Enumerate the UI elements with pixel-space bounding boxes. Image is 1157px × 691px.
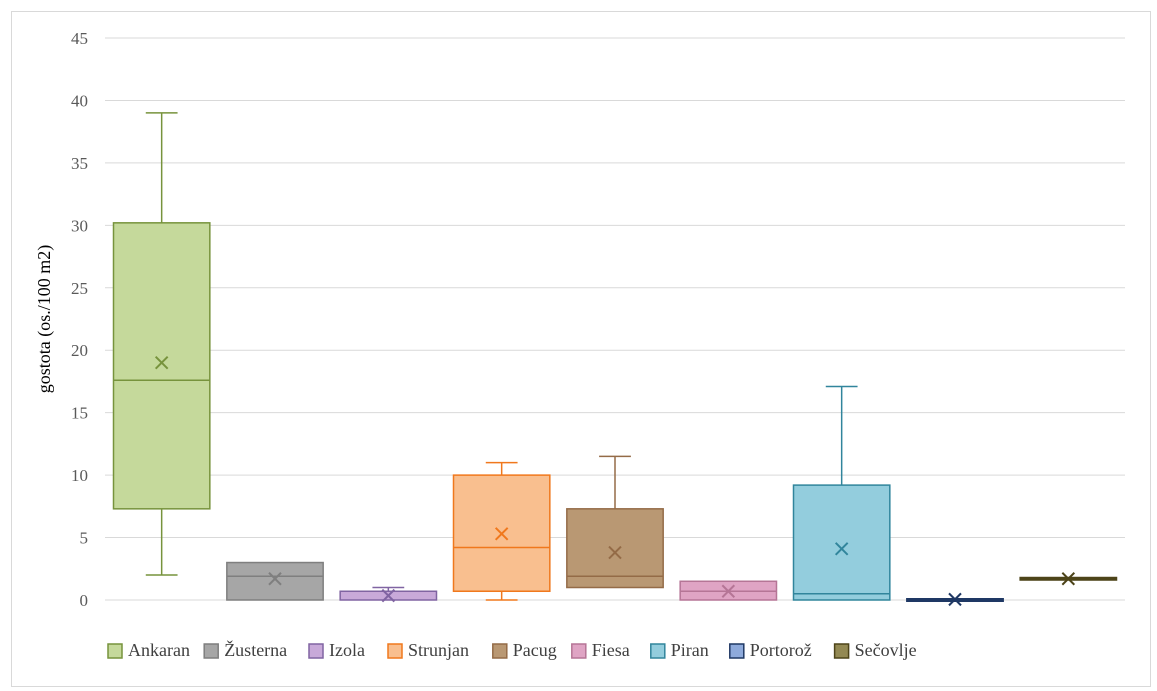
legend-label: Žusterna	[224, 639, 287, 660]
legend-item-piran: Piran	[651, 640, 709, 660]
y-tick-label: 5	[80, 529, 89, 548]
box-piran	[794, 386, 890, 600]
y-tick-label: 25	[71, 279, 88, 298]
box-iqr	[794, 485, 890, 600]
legend-item-portorož: Portorož	[730, 640, 812, 660]
y-tick-label: 45	[71, 29, 88, 48]
box-iqr	[227, 563, 323, 600]
legend-swatch	[730, 644, 744, 658]
box-ankaran	[114, 113, 210, 575]
legend-swatch	[651, 644, 665, 658]
legend-label: Sečovlje	[855, 640, 917, 660]
y-tick-label: 10	[71, 466, 88, 485]
box-iqr	[114, 223, 210, 509]
y-tick-label: 15	[71, 404, 88, 423]
box-žusterna	[227, 563, 323, 600]
legend-item-izola: Izola	[309, 640, 365, 660]
legend-label: Piran	[671, 640, 709, 660]
y-tick-label: 20	[71, 341, 88, 360]
legend-label: Fiesa	[592, 640, 630, 660]
legend-label: Pacug	[513, 640, 557, 660]
legend-item-sečovlje: Sečovlje	[835, 640, 917, 660]
y-tick-label: 30	[71, 216, 88, 235]
y-tick-label: 35	[71, 154, 88, 173]
legend-label: Ankaran	[128, 640, 190, 660]
boxes	[114, 113, 1117, 605]
legend-label: Portorož	[750, 640, 812, 660]
legend-item-strunjan: Strunjan	[388, 640, 469, 660]
legend-item-fiesa: Fiesa	[572, 640, 630, 660]
legend-label: Strunjan	[408, 640, 469, 660]
legend-swatch	[572, 644, 586, 658]
legend-label: Izola	[329, 640, 365, 660]
box-sečovlje	[1020, 573, 1116, 585]
y-tick-label: 40	[71, 91, 88, 110]
legend: Ankaran Žusterna Izola Strunjan Pacug Fiesa Pi…	[108, 639, 917, 660]
box-pacug	[567, 456, 663, 587]
legend-item-žusterna: Žusterna	[204, 639, 287, 660]
legend-swatch	[388, 644, 402, 658]
box-portorož	[907, 593, 1003, 605]
y-tick-label: 0	[80, 591, 89, 610]
box-fiesa	[680, 581, 776, 600]
legend-item-pacug: Pacug	[493, 640, 557, 660]
y-axis-ticks: 0 5 10 15 20 25 30 35 40 45	[71, 29, 88, 610]
legend-swatch	[309, 644, 323, 658]
box-strunjan	[454, 463, 550, 600]
legend-swatch	[835, 644, 849, 658]
box-izola	[340, 588, 436, 602]
legend-swatch	[204, 644, 218, 658]
legend-swatch	[493, 644, 507, 658]
legend-swatch	[108, 644, 122, 658]
legend-item-ankaran: Ankaran	[108, 640, 190, 660]
y-axis-title: gostota (os./100 m2)	[34, 245, 55, 394]
